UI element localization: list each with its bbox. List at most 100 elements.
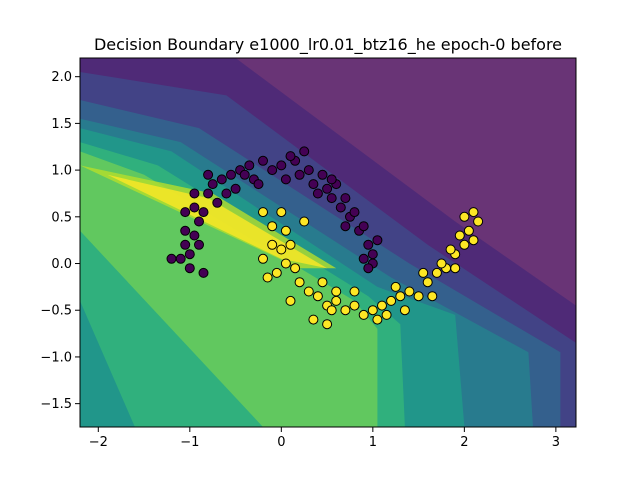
point-class0-43	[166, 253, 177, 264]
point-class1-15	[331, 295, 342, 306]
x-tick-label: 1	[369, 435, 377, 450]
point-class0-32	[335, 202, 346, 213]
point-class0-55	[326, 174, 337, 185]
point-class1-37	[285, 295, 296, 306]
point-class1-36	[436, 258, 447, 269]
point-class1-46	[399, 305, 410, 316]
point-class1-12	[312, 291, 323, 302]
point-class0-18	[244, 160, 255, 171]
x-axis: −2 −1 0 1 2 3	[89, 427, 560, 450]
point-class0-23	[280, 174, 291, 185]
point-class0-44	[221, 188, 232, 199]
point-class1-4	[285, 239, 296, 250]
point-class1-25	[422, 277, 433, 288]
point-class0-35	[349, 207, 360, 218]
point-class1-19	[367, 305, 378, 316]
point-class1-35	[445, 244, 456, 255]
point-class0-4	[180, 225, 191, 236]
point-class0-22	[276, 160, 287, 171]
point-class1-20	[377, 300, 387, 311]
point-class1-10	[294, 277, 305, 288]
point-class0-0	[175, 253, 186, 264]
point-class0-54	[239, 169, 250, 180]
point-class1-41	[381, 309, 392, 320]
x-tick-label: −2	[89, 435, 108, 450]
point-class1-3	[280, 225, 291, 236]
point-class1-2	[276, 207, 287, 218]
point-class1-51	[349, 286, 360, 297]
point-class0-1	[180, 239, 191, 250]
contour-band-7	[80, 151, 378, 427]
point-class0-30	[326, 193, 337, 204]
point-class1-21	[386, 295, 397, 306]
point-class1-24	[413, 291, 424, 302]
point-class0-40	[372, 235, 383, 246]
point-class0-8	[203, 188, 214, 199]
y-tick-label: −1.5	[40, 397, 72, 412]
point-class0-10	[184, 263, 195, 274]
point-class0-29	[322, 183, 333, 194]
point-class1-29	[459, 239, 470, 250]
x-tick-label: −1	[180, 435, 199, 450]
point-class1-5	[276, 244, 287, 255]
point-class0-37	[358, 221, 369, 232]
point-class0-48	[363, 263, 374, 274]
point-class1-9	[290, 263, 301, 274]
point-class0-50	[189, 188, 200, 199]
point-class0-28	[317, 169, 328, 180]
point-class0-12	[207, 179, 218, 190]
x-tick-label: 0	[277, 435, 285, 450]
y-tick-label: 1.0	[51, 164, 72, 179]
point-class1-17	[349, 300, 360, 311]
point-class0-52	[203, 169, 214, 180]
point-class0-3	[189, 230, 200, 241]
point-class1-49	[450, 263, 461, 274]
point-class0-39	[367, 249, 378, 260]
point-class1-1	[267, 221, 278, 232]
point-class0-13	[212, 197, 223, 208]
point-class1-40	[372, 314, 383, 325]
point-class0-27	[308, 179, 319, 190]
decision-boundary-contours	[80, 58, 576, 427]
point-class0-7	[198, 207, 209, 218]
point-class0-38	[363, 239, 374, 250]
point-class1-34	[454, 230, 465, 241]
point-class1-31	[459, 211, 470, 222]
point-class1-0	[258, 207, 268, 218]
point-class0-15	[226, 169, 236, 180]
point-class0-49	[340, 221, 351, 232]
point-class1-30	[463, 225, 474, 236]
point-class1-26	[431, 267, 442, 278]
point-class1-38	[308, 314, 319, 325]
point-class0-6	[189, 202, 200, 213]
point-class1-42	[262, 272, 273, 283]
point-class1-11	[303, 286, 314, 297]
point-class1-44	[299, 216, 310, 227]
point-class0-2	[184, 249, 195, 260]
point-class1-7	[271, 267, 282, 278]
y-tick-label: 1.5	[51, 117, 72, 132]
point-class0-14	[216, 174, 227, 185]
point-class0-11	[198, 267, 209, 278]
point-class1-39	[322, 319, 333, 330]
point-class0-5	[194, 216, 204, 227]
x-tick-label: 2	[460, 435, 468, 450]
point-class1-32	[468, 207, 479, 218]
point-class1-43	[258, 253, 268, 264]
point-class0-33	[340, 193, 351, 204]
point-class0-26	[303, 165, 314, 176]
y-tick-label: 0.5	[51, 210, 72, 225]
point-class0-47	[285, 151, 296, 162]
point-class0-42	[358, 253, 369, 264]
point-class1-33	[473, 216, 484, 227]
y-tick-label: 2.0	[51, 70, 72, 85]
y-tick-label: 0.0	[51, 257, 72, 272]
data-points	[166, 146, 484, 330]
point-class1-23	[404, 286, 415, 297]
x-tick-label: 3	[552, 435, 560, 450]
point-class1-47	[427, 291, 438, 302]
y-tick-label: −1.0	[40, 350, 72, 365]
point-class0-16	[230, 183, 241, 194]
point-class1-22	[395, 291, 406, 302]
